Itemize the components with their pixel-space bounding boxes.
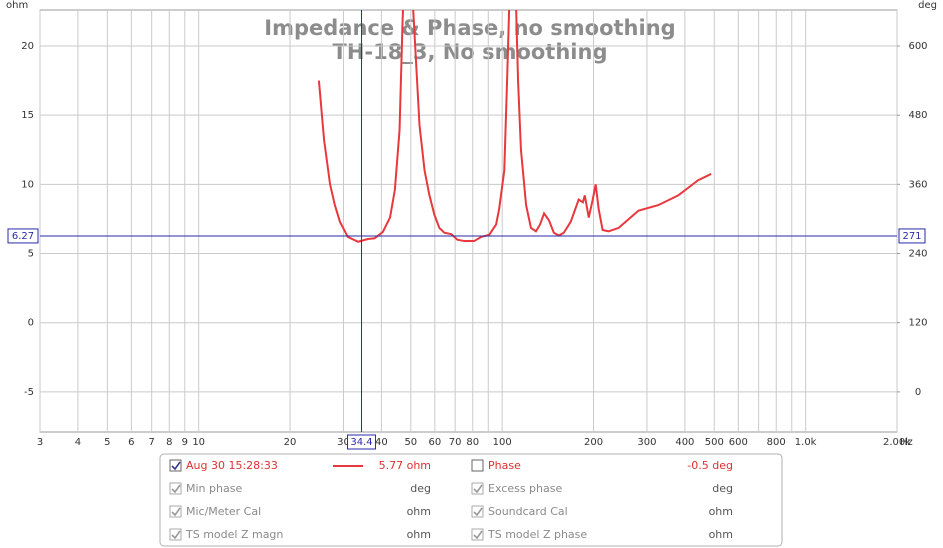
- legend-name: Min phase: [186, 482, 242, 495]
- checkbox[interactable]: [169, 505, 182, 518]
- x-tick-label: 3: [37, 437, 43, 448]
- y2-tick-label: 480: [908, 110, 927, 121]
- y-tick-label: 20: [21, 41, 34, 52]
- checkbox[interactable]: [169, 528, 182, 541]
- legend-name: Phase: [488, 459, 521, 472]
- cursor-y-box: [7, 228, 39, 244]
- x-tick-label: 5: [104, 437, 110, 448]
- x-tick-label: 6: [128, 437, 134, 448]
- x-tick-label: 10: [192, 437, 205, 448]
- cursor-x-label: 34.4: [350, 437, 372, 448]
- checkbox[interactable]: [169, 482, 182, 495]
- legend-readout: ohm: [709, 505, 733, 518]
- y2-tick-label: 360: [908, 179, 927, 190]
- y-tick-label: 15: [21, 110, 34, 121]
- checkbox[interactable]: [471, 482, 484, 495]
- y-axis-label: ohm: [6, 0, 28, 11]
- x-tick-label: 9: [182, 437, 188, 448]
- checkmark: [473, 507, 483, 517]
- legend-readout: ohm: [709, 528, 733, 541]
- legend-panel: [159, 453, 783, 547]
- y2-tick-label: 600: [908, 41, 927, 52]
- checkbox[interactable]: [471, 528, 484, 541]
- chart-title: Impedance & Phase, no smoothing: [264, 16, 675, 40]
- checkbox[interactable]: [471, 505, 484, 518]
- y2-axis-label: deg: [918, 0, 937, 11]
- checkbox[interactable]: [169, 459, 182, 472]
- legend-readout: 5.77 ohm: [379, 459, 431, 472]
- x-tick-label: 800: [767, 437, 786, 448]
- cursor-y-label: 6.27: [12, 231, 34, 242]
- legend-name: TS model Z magn: [185, 528, 283, 541]
- legend-name: Soundcard Cal: [488, 505, 568, 518]
- y2-tick-label: 240: [908, 249, 927, 260]
- legend-readout: -0.5 deg: [687, 459, 733, 472]
- cursor-x-box: [347, 434, 377, 450]
- x-tick-label: 50: [404, 437, 417, 448]
- legend-readout: ohm: [407, 528, 431, 541]
- checkmark: [171, 530, 181, 540]
- x-tick-label: 80: [466, 437, 479, 448]
- x-tick-label: 500: [705, 437, 724, 448]
- x-tick-label: 200: [584, 437, 603, 448]
- chart-subtitle: TH-18_3, No smoothing: [333, 40, 608, 64]
- x-tick-label: 60: [428, 437, 441, 448]
- y-tick-label: 0: [28, 318, 34, 329]
- x-tick-label: 400: [675, 437, 694, 448]
- y-tick-label: 5: [28, 249, 34, 260]
- legend-readout: deg: [712, 482, 733, 495]
- y2-tick-label: 0: [915, 387, 921, 398]
- x-tick-label: 70: [449, 437, 462, 448]
- x-tick-label: 300: [637, 437, 656, 448]
- x-tick-label: 40: [375, 437, 388, 448]
- y-tick-label: 10: [21, 179, 34, 190]
- x-tick-label: 8: [166, 437, 172, 448]
- x-tick-label: 30: [337, 437, 350, 448]
- legend-name: Excess phase: [488, 482, 562, 495]
- checkbox[interactable]: [471, 459, 484, 472]
- x-axis-label: Hz: [900, 437, 913, 448]
- checkmark: [473, 530, 483, 540]
- x-tick-label: 600: [729, 437, 748, 448]
- y-tick-label: -5: [24, 387, 34, 398]
- legend-name: TS model Z phase: [487, 528, 587, 541]
- x-tick-label: 7: [148, 437, 154, 448]
- checkmark: [473, 484, 483, 494]
- impedance-line: [317, 10, 712, 243]
- x-tick-label: 4: [75, 437, 81, 448]
- x-tick-label: 100: [493, 437, 512, 448]
- legend-name: Aug 30 15:28:33: [186, 459, 278, 472]
- plot-area: [39, 9, 898, 433]
- x-tick-label: 1.0k: [795, 437, 817, 448]
- x-tick-label: 20: [284, 437, 297, 448]
- legend-name: Mic/Meter Cal: [186, 505, 261, 518]
- legend-readout: ohm: [407, 505, 431, 518]
- y2-tick-label: 120: [908, 318, 927, 329]
- x-tick-label: 2.00k: [883, 437, 911, 448]
- cursor-y2-label: 271: [902, 231, 921, 242]
- legend-readout: deg: [410, 482, 431, 495]
- cursor-y2-box: [898, 228, 926, 244]
- checkmark: [171, 461, 181, 471]
- checkmark: [171, 484, 181, 494]
- checkmark: [171, 507, 181, 517]
